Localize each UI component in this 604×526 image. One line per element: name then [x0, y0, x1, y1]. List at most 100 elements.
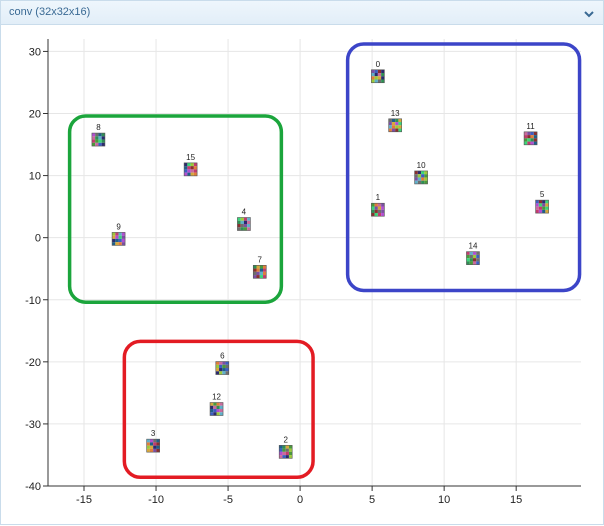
thumbnail-cell: [279, 445, 283, 449]
thumbnail-cell: [149, 442, 154, 446]
point-label: 4: [242, 208, 247, 217]
thumbnail-border: [466, 251, 480, 265]
thumbnail-cell: [466, 261, 470, 265]
thumbnail-cell: [115, 238, 119, 243]
thumbnail-cell: [279, 448, 283, 452]
chevron-down-icon[interactable]: [583, 7, 595, 19]
scatter-point: [252, 265, 267, 279]
thumbnail-cell: [263, 265, 267, 269]
thumbnail-cell: [121, 232, 126, 236]
thumbnail-cell: [533, 141, 538, 145]
thumbnail-cell: [424, 174, 428, 178]
thumbnail-cell: [91, 136, 96, 140]
thumbnail-cell: [279, 455, 283, 459]
thumbnail-cell: [237, 227, 241, 231]
panel-header[interactable]: conv (32x32x16): [1, 1, 603, 25]
y-tick-label: 10: [29, 171, 41, 183]
thumbnail-cell: [545, 206, 549, 210]
thumbnail-cell: [469, 251, 473, 255]
thumbnail-border: [523, 131, 538, 146]
y-tick-label: -30: [25, 419, 41, 431]
thumbnail-cell: [115, 235, 119, 239]
thumbnail-cell: [381, 79, 385, 83]
thumbnail-cell: [391, 125, 396, 129]
thumbnail-cell: [545, 203, 549, 207]
thumbnail-cell: [91, 133, 96, 137]
thumbnail-border: [371, 69, 385, 84]
thumbnail-cell: [216, 405, 220, 410]
thumbnail-cell: [263, 271, 267, 276]
thumbnail-cell: [95, 142, 99, 147]
thumbnail-border: [209, 402, 224, 416]
thumbnail-cell: [98, 133, 102, 137]
thumbnail-cell: [210, 405, 214, 410]
thumbnail-cell: [156, 439, 160, 443]
panel-title: conv (32x32x16): [9, 6, 91, 18]
thumbnail-cell: [388, 118, 392, 123]
thumbnail-cell: [377, 206, 382, 210]
thumbnail-cell: [184, 162, 188, 167]
thumbnail-cell: [371, 206, 375, 210]
thumbnail-cell: [190, 172, 194, 176]
thumbnail-cell: [215, 364, 220, 369]
thumbnail-cell: [95, 139, 99, 143]
thumbnail-cell: [424, 170, 428, 175]
x-tick-label: 10: [438, 494, 450, 506]
thumbnail-cell: [225, 371, 229, 375]
scatter-point: [388, 118, 402, 133]
thumbnail-cell: [414, 180, 418, 184]
thumbnail-cell: [381, 69, 385, 73]
y-tick-label: 0: [35, 233, 41, 245]
thumbnail-border: [215, 361, 230, 375]
thumbnail-cell: [472, 261, 477, 265]
thumbnail-cell: [398, 122, 402, 126]
thumbnail-cell: [476, 258, 480, 262]
point-label: 10: [417, 161, 426, 170]
thumbnail-cell: [381, 209, 385, 213]
scatter-point: [146, 438, 160, 453]
thumbnail-cell: [187, 169, 191, 173]
thumbnail-cell: [285, 455, 289, 459]
thumbnail-cell: [542, 206, 546, 210]
point-label: 14: [469, 242, 478, 251]
y-tick-label: 20: [29, 109, 41, 121]
thumbnail-cell: [247, 227, 251, 231]
thumbnail-cell: [374, 76, 378, 80]
thumbnail-cell: [91, 139, 96, 143]
thumbnail-cell: [213, 412, 217, 416]
thumbnail-cell: [215, 368, 220, 372]
thumbnail-cell: [101, 142, 105, 147]
thumbnail-cell: [247, 224, 251, 228]
thumbnail-cell: [115, 232, 119, 236]
thumbnail-cell: [222, 361, 226, 365]
thumbnail-cell: [210, 409, 214, 413]
thumbnail-cell: [466, 258, 470, 262]
thumbnail-cell: [210, 402, 214, 406]
cluster-box: [67, 114, 284, 304]
scatter-point: [535, 199, 549, 214]
thumbnail-cell: [542, 203, 546, 207]
x-tick-label: -15: [76, 494, 92, 506]
thumbnail-cell: [371, 209, 375, 213]
thumbnail-cell: [247, 217, 251, 221]
thumbnail-cell: [253, 268, 257, 272]
thumbnail-cell: [469, 254, 473, 259]
thumbnail-cell: [213, 402, 217, 406]
thumbnail-cell: [219, 364, 223, 369]
thumbnail-cell: [398, 125, 402, 129]
thumbnail-cell: [153, 448, 157, 453]
scatter-point: [91, 132, 106, 147]
thumbnail-cell: [95, 136, 99, 140]
x-tick-label: -10: [148, 494, 164, 506]
thumbnail-cell: [118, 235, 122, 239]
thumbnail-cell: [524, 141, 528, 145]
thumbnail-cell: [225, 361, 229, 365]
scatter-point: [466, 251, 480, 265]
thumbnail-cell: [259, 275, 264, 279]
thumbnail-cell: [98, 142, 102, 147]
y-tick-label: -10: [25, 295, 41, 307]
thumbnail-cell: [527, 131, 531, 136]
thumbnail-cell: [524, 138, 528, 142]
thumbnail-cell: [184, 169, 188, 173]
x-tick-label: 15: [510, 494, 522, 506]
